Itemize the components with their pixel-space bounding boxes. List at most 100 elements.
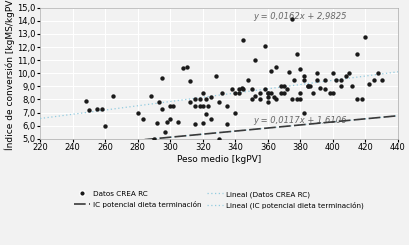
Point — [332, 78, 339, 82]
Point — [297, 91, 303, 95]
Point — [267, 91, 274, 95]
Point — [204, 104, 210, 108]
Point — [264, 95, 270, 99]
Point — [261, 44, 267, 48]
Point — [264, 100, 270, 104]
Point — [280, 91, 287, 95]
Point — [321, 78, 327, 82]
Point — [270, 95, 277, 99]
Point — [342, 74, 348, 78]
Point — [316, 86, 322, 90]
Point — [321, 87, 327, 91]
Point — [166, 104, 173, 108]
Point — [248, 87, 254, 91]
Point — [166, 117, 173, 121]
Point — [163, 120, 170, 124]
Point — [251, 58, 258, 62]
Point — [155, 100, 162, 104]
Point — [151, 137, 157, 141]
Point — [337, 78, 344, 82]
Point — [326, 91, 332, 95]
Point — [378, 78, 384, 82]
Point — [345, 71, 352, 75]
Point — [272, 98, 279, 101]
Point — [147, 94, 154, 98]
Point — [153, 121, 160, 125]
Point — [199, 121, 206, 125]
Point — [202, 98, 209, 101]
Point — [82, 99, 89, 103]
Point — [180, 66, 186, 70]
Point — [240, 38, 246, 42]
Point — [223, 104, 230, 108]
Point — [267, 69, 274, 73]
Point — [238, 86, 245, 90]
Point — [245, 78, 251, 82]
Point — [85, 108, 92, 112]
Point — [304, 84, 311, 88]
Point — [280, 84, 287, 88]
Point — [248, 98, 254, 101]
Point — [297, 98, 303, 101]
Point — [312, 78, 319, 82]
Point — [191, 104, 198, 108]
Point — [272, 65, 279, 69]
Text: y = 0,0117x + 1,6106: y = 0,0117x + 1,6106 — [252, 116, 346, 125]
Point — [329, 71, 335, 75]
Text: y = 0,0162x + 2,9825: y = 0,0162x + 2,9825 — [252, 12, 346, 21]
Point — [196, 98, 202, 101]
Point — [353, 52, 360, 56]
Point — [256, 91, 262, 95]
Point — [158, 107, 165, 110]
Point — [353, 98, 360, 101]
Point — [374, 71, 381, 75]
Point — [277, 91, 283, 95]
Point — [199, 104, 206, 108]
Legend: Datos CREA RC, IC potencial dieta terminación, Lineal (Datos CREA RC), Lineal (I: Datos CREA RC, IC potencial dieta termin… — [74, 191, 363, 209]
Point — [290, 78, 297, 82]
Point — [364, 82, 371, 86]
Point — [223, 122, 230, 126]
Point — [191, 98, 198, 101]
Point — [306, 84, 312, 88]
Point — [199, 91, 206, 95]
Point — [186, 100, 193, 104]
Point — [300, 74, 306, 78]
Point — [337, 84, 344, 88]
Point — [231, 91, 238, 95]
Point — [369, 78, 376, 82]
Point — [329, 91, 335, 95]
Point — [162, 130, 168, 134]
Point — [158, 76, 165, 80]
Point — [251, 94, 258, 98]
Point — [94, 107, 100, 110]
Point — [207, 117, 213, 121]
Point — [202, 112, 209, 116]
Point — [283, 87, 290, 91]
Point — [183, 65, 189, 69]
Point — [312, 71, 319, 75]
Point — [293, 52, 300, 56]
Point — [110, 94, 116, 98]
Point — [288, 98, 295, 101]
Point — [261, 87, 267, 91]
Point — [264, 91, 270, 95]
Point — [240, 87, 246, 91]
Point — [235, 87, 241, 91]
Point — [285, 70, 292, 74]
Point — [256, 98, 262, 101]
Point — [170, 104, 176, 108]
Point — [300, 78, 306, 82]
Point — [264, 91, 270, 95]
Point — [175, 120, 181, 124]
Point — [348, 84, 355, 88]
Point — [361, 35, 368, 38]
Point — [215, 100, 222, 104]
Point — [297, 67, 303, 71]
Point — [300, 110, 306, 114]
X-axis label: Peso medio [kgPV]: Peso medio [kgPV] — [176, 155, 261, 164]
Point — [139, 117, 146, 121]
Point — [235, 91, 241, 95]
Point — [309, 91, 316, 95]
Point — [102, 124, 108, 128]
